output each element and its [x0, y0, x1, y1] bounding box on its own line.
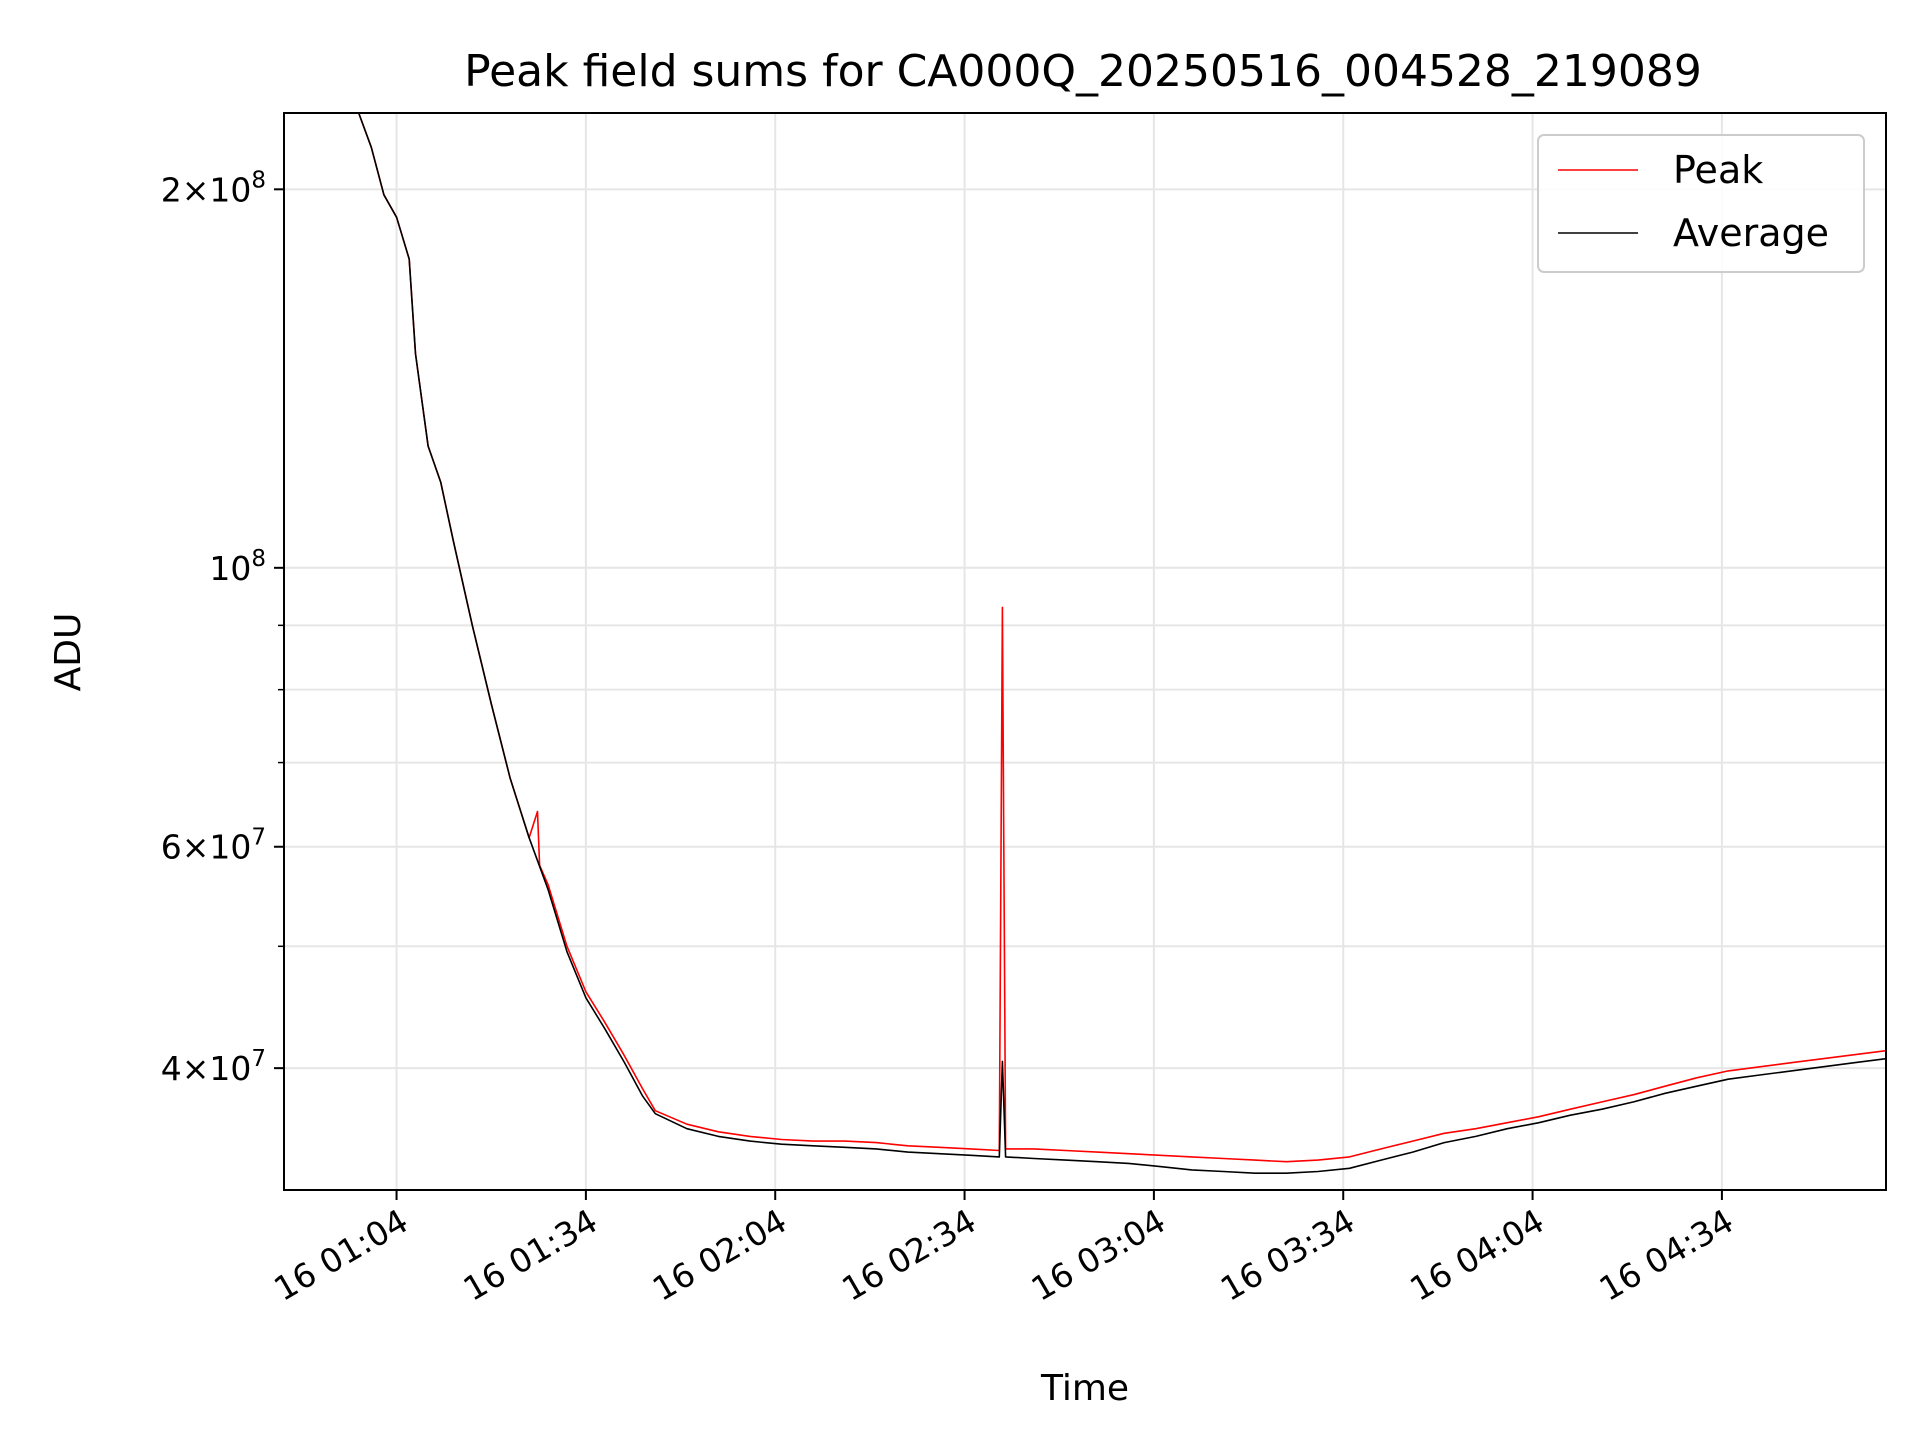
- plot-frame: [283, 112, 1887, 1191]
- y-tick-label: 4×107: [161, 1046, 266, 1088]
- legend-label-average: Average: [1673, 211, 1829, 255]
- legend: Peak Average: [1537, 134, 1865, 273]
- x-axis-label: Time: [1040, 1368, 1129, 1409]
- y-tick-label: 2×108: [161, 167, 266, 209]
- chart-title: Peak field sums for CA000Q_20250516_0045…: [464, 46, 1702, 97]
- legend-label-peak: Peak: [1673, 148, 1763, 192]
- y-axis-label: ADU: [48, 613, 89, 692]
- grid: [284, 113, 1886, 1190]
- series-line-average: [357, 113, 1886, 1174]
- y-tick-label: 6×107: [161, 825, 266, 867]
- series-layer: [357, 113, 1886, 1174]
